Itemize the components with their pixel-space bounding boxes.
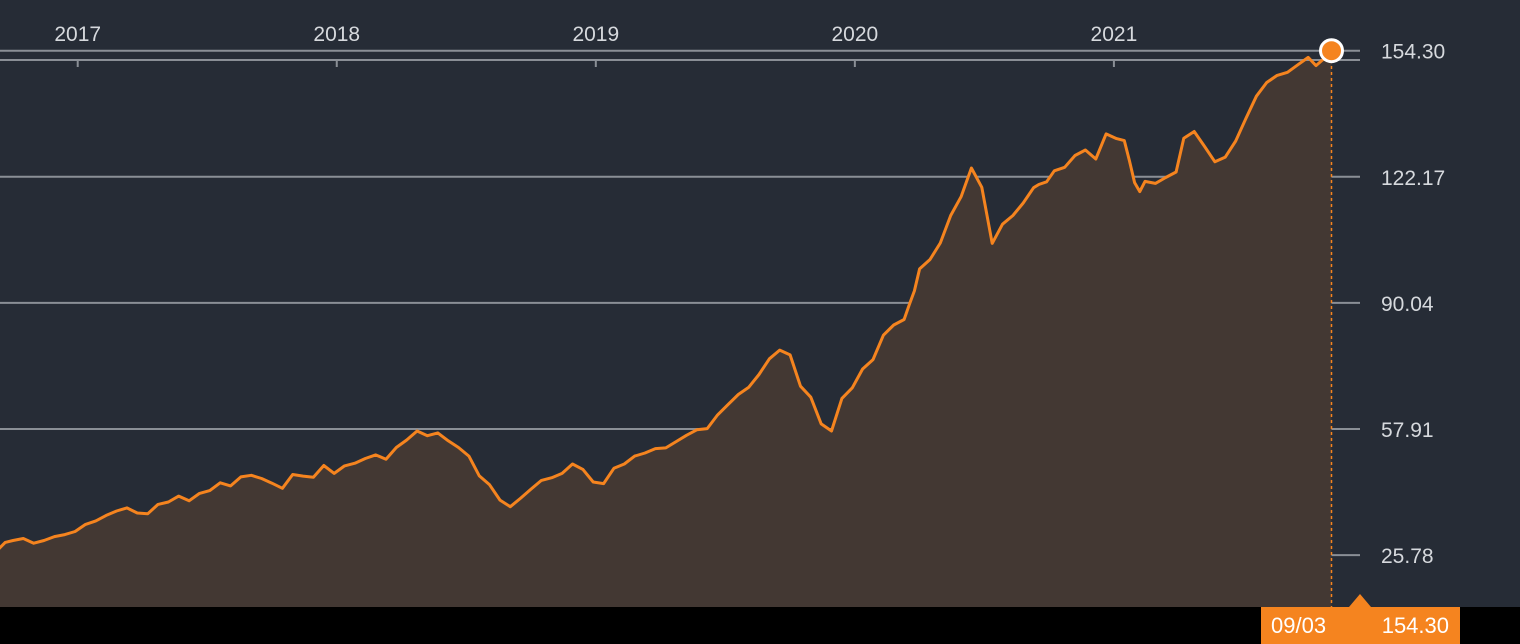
- area-fill: [0, 50, 1332, 607]
- x-axis: [0, 59, 1360, 67]
- crosshair-label: 09/03 154.30: [1261, 607, 1460, 644]
- y-tick-label-1: 122.17: [1381, 167, 1445, 190]
- crosshair-pointer: [1349, 594, 1371, 607]
- crosshair-date: 09/03: [1271, 613, 1327, 638]
- x-tick-label-2: 2019: [572, 23, 619, 46]
- price-area: [0, 50, 1332, 607]
- axis-labels: 154.30 122.17 90.04 57.91 25.78 2017 2018 2019 2…: [54, 23, 1445, 568]
- y-tick-label-2: 90.04: [1381, 293, 1434, 316]
- x-tick-label-0: 2017: [54, 23, 101, 46]
- series-line: [0, 49, 1333, 550]
- crosshair-value: 154.30: [1381, 613, 1449, 638]
- x-tick-label-4: 2021: [1091, 23, 1138, 46]
- x-tick-label-3: 2020: [831, 23, 878, 46]
- x-tick-label-1: 2018: [313, 23, 360, 46]
- price-chart: 154.30 122.17 90.04 57.91 25.78 2017 2018 2019 2…: [0, 23, 1445, 607]
- price-line: [0, 38, 1345, 550]
- y-tick-label-4: 25.78: [1381, 545, 1434, 568]
- last-point-marker: [1319, 38, 1345, 64]
- y-tick-label-3: 57.91: [1381, 419, 1434, 442]
- y-tick-label-0: 154.30: [1381, 41, 1445, 64]
